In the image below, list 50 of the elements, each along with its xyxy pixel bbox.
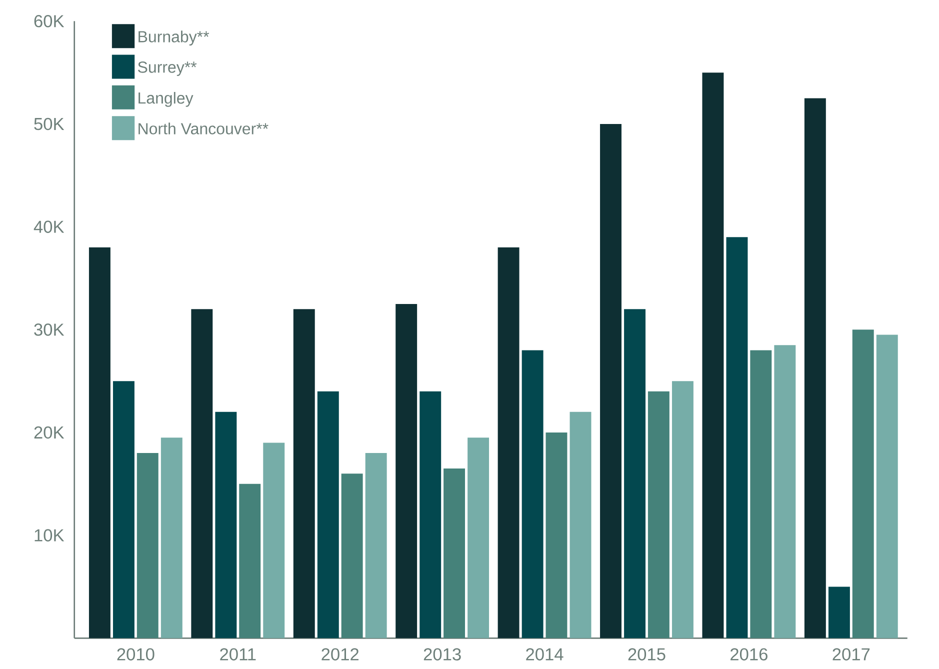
bar <box>702 72 724 638</box>
legend-label: Burnaby** <box>138 30 210 46</box>
y-tick-label: 30K <box>34 324 64 336</box>
bar <box>468 438 490 638</box>
x-tick-label: 2014 <box>526 648 564 660</box>
bar <box>804 98 826 638</box>
bar <box>876 334 898 638</box>
bar <box>263 442 285 638</box>
bar <box>215 412 237 638</box>
bar <box>672 381 694 638</box>
bar <box>726 237 748 638</box>
bar <box>113 381 134 638</box>
y-tick-label: 60K <box>34 15 64 28</box>
bar <box>498 247 520 638</box>
bar <box>160 438 182 638</box>
bar <box>774 345 796 638</box>
y-tick-label: 40K <box>34 220 64 233</box>
bar <box>828 586 850 638</box>
y-tick-label: 20K <box>34 426 64 439</box>
bar <box>88 247 110 638</box>
bar <box>750 350 772 638</box>
legend-label: Surrey** <box>138 62 197 76</box>
bar <box>444 468 466 638</box>
legend-label: Langley <box>138 92 194 107</box>
y-tick-label: 10K <box>34 529 64 542</box>
bar <box>600 124 622 638</box>
x-tick-label: 2010 <box>117 648 154 660</box>
bar <box>546 432 568 638</box>
y-tick-label: 50K <box>34 118 64 130</box>
x-tick-label: 2013 <box>424 648 461 660</box>
bar <box>570 412 592 638</box>
x-tick-label: 2011 <box>220 648 256 660</box>
bar <box>648 391 670 638</box>
bar <box>522 350 544 638</box>
x-tick-label: 2012 <box>322 648 358 660</box>
bar <box>341 474 363 638</box>
bar <box>365 453 387 638</box>
bar <box>396 304 418 638</box>
x-tick-label: 2017 <box>832 648 870 660</box>
bar <box>420 391 442 638</box>
bar <box>317 391 339 638</box>
bar <box>852 330 874 638</box>
bar <box>624 309 646 638</box>
bar <box>239 484 261 638</box>
x-tick-label: 2016 <box>730 648 768 660</box>
bar <box>191 309 213 638</box>
bar <box>136 453 158 638</box>
bar <box>293 309 315 638</box>
legend-label: North Vancouver** <box>138 122 268 134</box>
x-tick-label: 2015 <box>628 648 666 660</box>
